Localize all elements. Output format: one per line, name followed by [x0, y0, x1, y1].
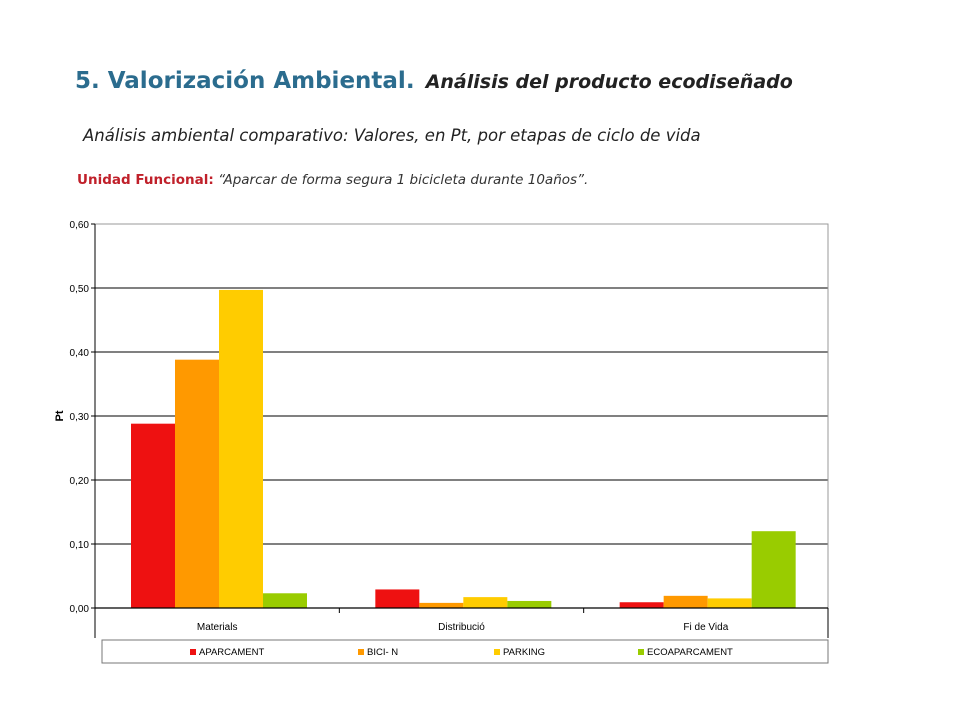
legend-swatch-2 [494, 649, 500, 655]
axis-layer: 0,00 0,10 0,20 0,30 0,40 0,50 0,60 Materials Dis… [70, 220, 829, 638]
page-title-sub: Análisis del producto ecodiseñado [425, 71, 793, 93]
bar-fi-de-vida-ecoaparcament [751, 531, 796, 608]
legend-label-2: PARKING [503, 647, 545, 658]
y-tick-label-6: 0,60 [70, 220, 90, 231]
bar-distribuci--bici-n [419, 602, 464, 608]
legend-label-1: BICI- N [367, 647, 398, 658]
y-axis-label: Pt [54, 410, 66, 421]
bar-fi-de-vida-bici-n [663, 595, 708, 608]
x-tick-label-1: Distribució [438, 622, 485, 633]
legend-label-3: ECOAPARCAMENT [647, 647, 733, 658]
bar-distribuci--aparcament [375, 589, 420, 608]
legend-swatch-0 [190, 649, 196, 655]
x-tick-label-0: Materials [197, 622, 238, 633]
legend-swatch-3 [638, 649, 644, 655]
y-tick-label-0: 0,00 [70, 604, 90, 615]
legend [101, 639, 829, 664]
legend-items: APARCAMENT BICI- N PARKING ECOAPARCAMENT [190, 647, 733, 658]
y-tick-label-1: 0,10 [70, 540, 90, 551]
legend-label-0: APARCAMENT [199, 647, 264, 658]
bar-fi-de-vida-parking [707, 598, 752, 608]
functional-unit-value: “Aparcar de forma segura 1 bicicleta dur… [218, 172, 589, 188]
legend-swatch-1 [358, 649, 364, 655]
chart-description: Análisis ambiental comparativo: Valores,… [83, 126, 701, 145]
bar-distribuci--parking [463, 597, 508, 608]
y-tick-label-3: 0,30 [70, 412, 90, 423]
y-tick-label-2: 0,20 [70, 476, 90, 487]
bar-distribuci--ecoaparcament [507, 600, 552, 608]
functional-unit: Unidad Funcional: “Aparcar de forma segu… [77, 172, 588, 188]
bar-materials-bici-n [175, 359, 219, 608]
functional-unit-label: Unidad Funcional: [77, 172, 214, 188]
y-tick-label-4: 0,40 [70, 348, 90, 359]
bar-materials-ecoaparcament [263, 593, 307, 608]
bar-materials-parking [219, 289, 263, 608]
y-tick-label-5: 0,50 [70, 284, 90, 295]
bar-fi-de-vida-aparcament [619, 602, 664, 608]
page-title-main: 5. Valorización Ambiental. [75, 68, 415, 94]
page-title: 5. Valorización Ambiental. Análisis del … [75, 58, 793, 96]
x-tick-label-2: Fi de Vida [683, 622, 728, 633]
bars-layer [131, 289, 796, 608]
bar-materials-aparcament [131, 423, 175, 608]
